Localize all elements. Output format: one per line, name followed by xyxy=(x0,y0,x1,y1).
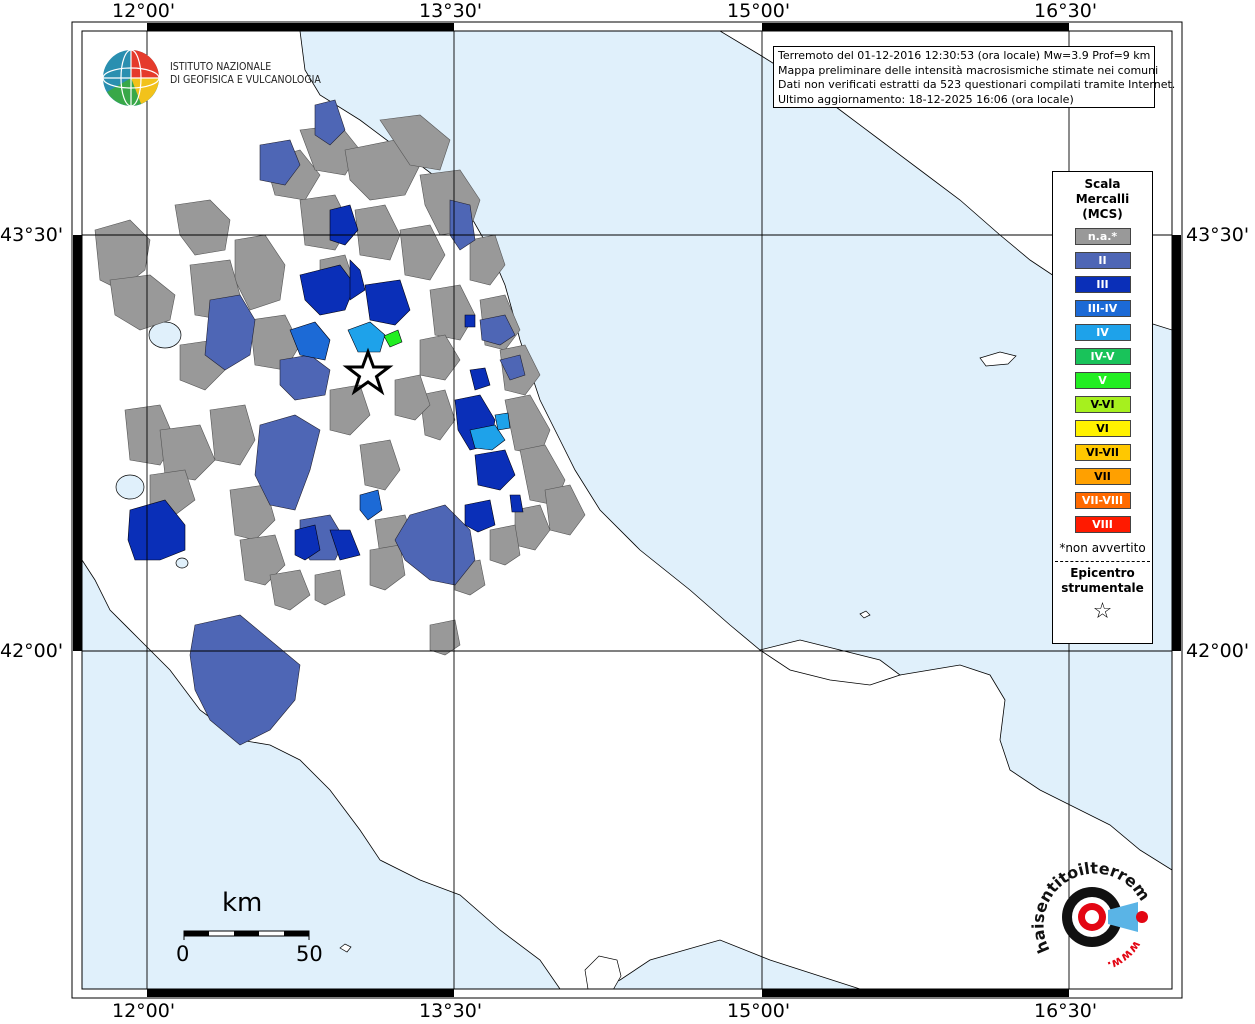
islands-tremiti xyxy=(859,610,871,619)
legend-swatch: IV xyxy=(1074,324,1131,341)
lon-label-top-2: 13°30' xyxy=(419,0,483,22)
lat-label-right-1: 43°30' xyxy=(1186,224,1250,246)
island-ischia xyxy=(584,955,622,989)
lat-label-left-1: 43°30' xyxy=(0,224,64,246)
comuni-III xyxy=(127,204,524,561)
legend-note: *non avvertito xyxy=(1059,541,1146,555)
epicenter-legend-star-icon: ☆ xyxy=(1092,599,1113,624)
lake-small xyxy=(175,557,189,569)
legend-swatch: VI xyxy=(1074,420,1131,437)
legend-swatch: VII-VIII xyxy=(1074,492,1131,509)
ingv-line1: ISTITUTO NAZIONALE xyxy=(170,61,272,73)
mcs-legend: Scala Mercalli (MCS) n.a.* II III III-IV IV I… xyxy=(1052,171,1153,644)
lon-label-bottom-3: 15°00' xyxy=(727,1000,791,1022)
hsit-logo: haisentitoilterremoto.it www. xyxy=(1025,845,1160,980)
epicenter-title-1: Epicentro xyxy=(1070,566,1135,580)
lake-trasimeno xyxy=(148,321,182,349)
legend-swatch: VIII xyxy=(1074,516,1131,533)
ingv-logo: ISTITUTO NAZIONALE DI GEOFISICA E VULCAN… xyxy=(101,48,321,108)
legend-swatch: V xyxy=(1074,372,1131,389)
scale-start: 0 xyxy=(176,942,190,966)
ingv-line2: DI GEOFISICA E VULCANOLOGIA xyxy=(170,74,321,86)
svg-text:www.: www. xyxy=(1106,938,1145,973)
legend-swatch: III-IV xyxy=(1074,300,1131,317)
legend-swatch: VII xyxy=(1074,468,1131,485)
lake-bolsena xyxy=(115,474,145,500)
legend-items: n.a.* II III III-IV IV IV-V V V-VI VI VI-VII VII VI… xyxy=(1053,228,1152,533)
frame-border-bars xyxy=(73,23,1181,997)
map-frame xyxy=(71,21,1183,999)
scale-bar xyxy=(183,930,310,940)
lon-label-top-1: 12°00' xyxy=(112,0,176,22)
legend-swatch: VI-VII xyxy=(1074,444,1131,461)
legend-title-3: (MCS) xyxy=(1082,207,1123,221)
comuni-III-IV xyxy=(289,321,383,521)
lon-label-bottom-4: 16°30' xyxy=(1034,1000,1098,1022)
graticule xyxy=(82,31,1172,989)
lat-label-left-2: 42°00' xyxy=(0,640,64,662)
island-pelagosa xyxy=(979,351,1017,367)
event-info-box: Terremoto del 01-12-2016 12:30:53 (ora l… xyxy=(773,46,1176,108)
legend-swatch: III xyxy=(1074,276,1131,293)
legend-swatch: II xyxy=(1074,252,1131,269)
lat-label-right-2: 42°00' xyxy=(1186,640,1250,662)
legend-title-2: Mercalli xyxy=(1075,192,1130,206)
legend-swatch: V-VI xyxy=(1074,396,1131,413)
lon-label-top-3: 15°00' xyxy=(727,0,791,22)
comuni-IV xyxy=(347,321,511,451)
info-line-2: Mappa preliminare delle intensità macros… xyxy=(778,63,1159,77)
scale-end: 50 xyxy=(296,942,323,966)
legend-title-1: Scala xyxy=(1084,177,1121,191)
hsit-prefix: www. xyxy=(1106,938,1145,973)
info-line-4: Ultimo aggiornamento: 18-12-2025 16:06 (… xyxy=(778,92,1074,106)
epicenter-title-2: strumentale xyxy=(1061,581,1144,595)
comuni-V xyxy=(383,329,403,348)
legend-swatch: IV-V xyxy=(1074,348,1131,365)
legend-separator xyxy=(1055,561,1150,562)
ingv-globe-icon xyxy=(102,49,160,107)
info-line-1: Terremoto del 01-12-2016 12:30:53 (ora l… xyxy=(778,49,1151,62)
lon-label-bottom-2: 13°30' xyxy=(419,1000,483,1022)
lon-label-bottom-1: 12°00' xyxy=(112,1000,176,1022)
info-line-3: Dati non verificati estratti da 523 ques… xyxy=(778,78,1176,91)
legend-swatch: n.a.* xyxy=(1074,228,1131,245)
epicenter-star xyxy=(342,347,394,396)
scale-unit: km xyxy=(222,888,263,918)
island-ponza xyxy=(339,943,352,953)
lon-label-top-4: 16°30' xyxy=(1034,0,1098,22)
